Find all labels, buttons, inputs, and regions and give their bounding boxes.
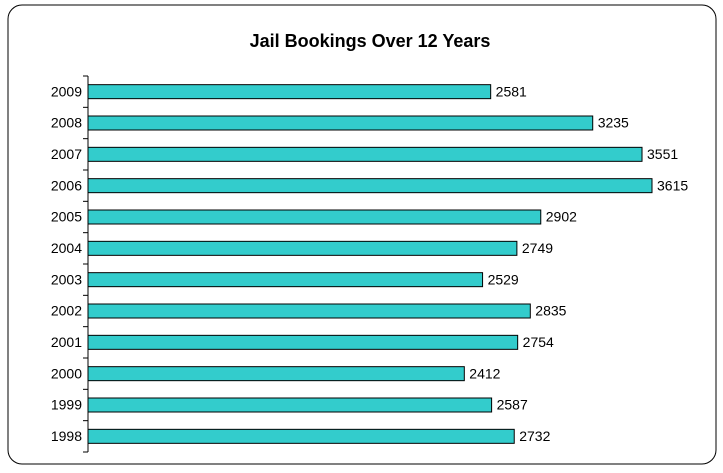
data-label: 2581 <box>496 83 527 99</box>
bar <box>87 334 519 350</box>
data-label: 2732 <box>519 428 550 444</box>
bar <box>87 115 594 131</box>
y-tick-label: 2009 <box>51 83 82 99</box>
bar <box>87 272 484 288</box>
data-label: 3551 <box>647 146 678 162</box>
y-tick-label: 2003 <box>51 271 82 287</box>
chart-title: Jail Bookings Over 12 Years <box>250 31 491 51</box>
data-label: 2754 <box>523 334 554 350</box>
bar <box>87 84 492 100</box>
y-tick-label: 2000 <box>51 365 82 381</box>
bar <box>87 178 653 194</box>
y-tick-label: 2007 <box>51 146 82 162</box>
bar <box>87 146 643 162</box>
data-label: 3615 <box>657 177 688 193</box>
chart-frame <box>7 4 717 465</box>
y-tick-label: 2004 <box>51 240 82 256</box>
bar <box>87 303 531 319</box>
data-label: 2835 <box>535 303 566 319</box>
bar <box>87 209 542 225</box>
data-label: 2412 <box>469 365 500 381</box>
y-tick-label: 1998 <box>51 428 82 444</box>
bar <box>87 366 465 382</box>
bar <box>87 397 493 413</box>
y-tick-label: 2006 <box>51 177 82 193</box>
y-tick-label: 2002 <box>51 303 82 319</box>
data-label: 3235 <box>598 115 629 131</box>
bar <box>87 428 515 444</box>
y-tick-label: 2005 <box>51 209 82 225</box>
data-label: 2529 <box>488 271 519 287</box>
bar <box>87 240 518 256</box>
y-tick-label: 2008 <box>51 115 82 131</box>
data-label: 2749 <box>522 240 553 256</box>
y-tick-label: 2001 <box>51 334 82 350</box>
data-label: 2902 <box>546 209 577 225</box>
y-tick-label: 1999 <box>51 397 82 413</box>
data-label: 2587 <box>497 397 528 413</box>
